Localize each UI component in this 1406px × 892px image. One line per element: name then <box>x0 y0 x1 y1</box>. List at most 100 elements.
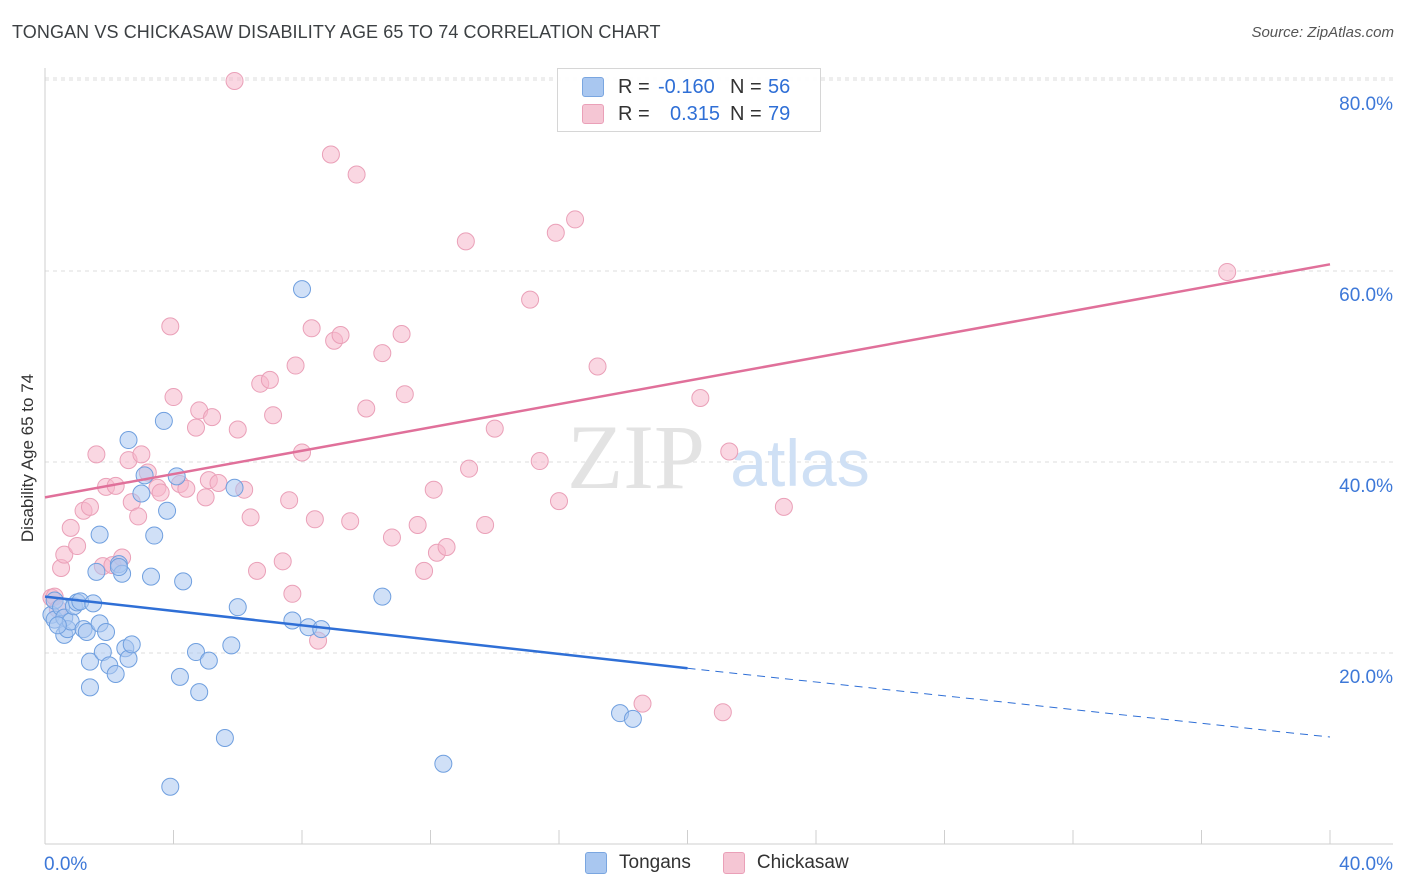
chickasaw-point <box>341 512 360 531</box>
tongans-point <box>161 777 180 796</box>
chickasaw-point <box>713 703 732 722</box>
chickasaw-point <box>691 389 710 408</box>
chickasaw-point <box>177 479 196 498</box>
chickasaw-point <box>530 452 549 471</box>
tongans-point <box>158 501 177 520</box>
tongans-point <box>167 467 186 486</box>
tongans-point <box>106 665 125 684</box>
legend-item-tongans[interactable]: Tongans <box>585 852 691 874</box>
chickasaw-point <box>550 492 568 511</box>
r-label: R = <box>618 75 650 98</box>
tongans-legend-swatch <box>585 852 607 874</box>
tongans-trend-extension <box>687 667 1331 738</box>
chickasaw-point <box>209 474 228 493</box>
chickasaw-point <box>55 545 74 564</box>
x-tick-label: 0.0% <box>44 854 87 875</box>
tongans-point <box>225 478 244 497</box>
tongans-swatch <box>582 77 604 97</box>
legend-item-chickasaw[interactable]: Chickasaw <box>722 852 849 874</box>
chickasaw-point <box>1218 262 1237 281</box>
chickasaw-point <box>460 459 479 478</box>
tongans-point <box>222 636 241 655</box>
chickasaw-point <box>392 325 411 344</box>
tongans-point <box>90 525 109 544</box>
chickasaw-point <box>485 419 504 438</box>
chickasaw-point <box>546 223 565 242</box>
tongans-point <box>190 683 209 702</box>
n-label: N = <box>730 75 762 98</box>
tongans-point <box>132 484 151 503</box>
tongans-point <box>293 280 311 299</box>
y-tick-label: 80.0% <box>1339 94 1393 115</box>
chart-title: TONGAN VS CHICKASAW DISABILITY AGE 65 TO… <box>12 22 661 42</box>
chickasaw-point <box>87 445 106 464</box>
tongans-point <box>228 598 247 617</box>
tongans-point <box>199 651 218 670</box>
chickasaw-point <box>476 516 495 535</box>
chickasaw-point <box>280 491 299 510</box>
chickasaw-point <box>186 418 205 437</box>
tongans-point <box>87 562 106 581</box>
series-legend: Tongans Chickasaw <box>585 852 881 874</box>
chickasaw-point <box>286 356 305 375</box>
chickasaw-point <box>321 145 340 164</box>
tongans-point <box>170 667 189 686</box>
tongans-trend-line <box>44 595 688 670</box>
tongans-points <box>42 280 642 796</box>
chickasaw-point <box>566 210 585 229</box>
tongans-point <box>373 587 392 606</box>
chickasaw-point <box>521 290 540 309</box>
chickasaw-points <box>42 71 1237 722</box>
chickasaw-point <box>260 370 279 389</box>
legend-row-tongans: R = -0.160 N = 56 <box>582 73 790 101</box>
chickasaw-point <box>774 497 793 516</box>
x-tick-label: 40.0% <box>1339 854 1393 875</box>
chickasaw-point <box>129 507 148 526</box>
tongans-point <box>109 558 128 577</box>
chickasaw-point <box>164 388 183 407</box>
chickasaw-point <box>347 165 366 184</box>
tongans-point <box>186 643 205 662</box>
chickasaw-point <box>248 561 267 580</box>
chickasaw-point <box>203 408 222 427</box>
chickasaw-point <box>395 385 414 404</box>
chickasaw-point <box>456 232 475 251</box>
grid-lines <box>45 77 1393 654</box>
tongans-point <box>77 622 96 641</box>
y-tick-label: 20.0% <box>1339 667 1393 688</box>
tongans-point <box>145 526 164 545</box>
tongans-point <box>97 622 116 641</box>
tongans-point <box>80 652 99 671</box>
chickasaw-swatch <box>582 104 604 124</box>
chickasaw-point <box>415 561 434 580</box>
chickasaw-point <box>228 420 247 439</box>
chickasaw-point <box>373 344 392 363</box>
y-tick-label: 60.0% <box>1339 285 1393 306</box>
watermark: ZIP atlas <box>567 406 870 508</box>
n-value: 79 <box>768 102 791 125</box>
tongans-point <box>215 728 234 747</box>
chickasaw-point <box>305 510 324 529</box>
y-tick-label: 40.0% <box>1339 476 1393 497</box>
n-value: 56 <box>768 75 791 98</box>
chickasaw-point <box>80 497 99 516</box>
chickasaw-point <box>61 518 80 537</box>
watermark-zip: ZIP <box>567 406 705 508</box>
chart-source: Source: ZipAtlas.com <box>1251 24 1394 41</box>
tongans-point <box>142 567 161 586</box>
tongans-point <box>122 635 141 654</box>
r-label: R = <box>618 102 650 125</box>
chickasaw-point <box>382 528 401 547</box>
chickasaw-legend-swatch <box>722 852 745 874</box>
tongans-legend-label: Tongans <box>619 852 691 873</box>
r-value: -0.160 <box>658 75 715 98</box>
y-axis-label: Disability Age 65 to 74 <box>18 374 37 542</box>
tick-labels: 20.0% 40.0% 60.0% 80.0% 0.0% 40.0% <box>44 94 1393 875</box>
chickasaw-point <box>720 442 739 461</box>
r-value: 0.315 <box>670 102 721 125</box>
watermark-atlas: atlas <box>730 426 869 500</box>
chickasaw-point <box>161 317 180 336</box>
chickasaw-point <box>588 357 607 376</box>
chickasaw-point <box>633 694 652 713</box>
